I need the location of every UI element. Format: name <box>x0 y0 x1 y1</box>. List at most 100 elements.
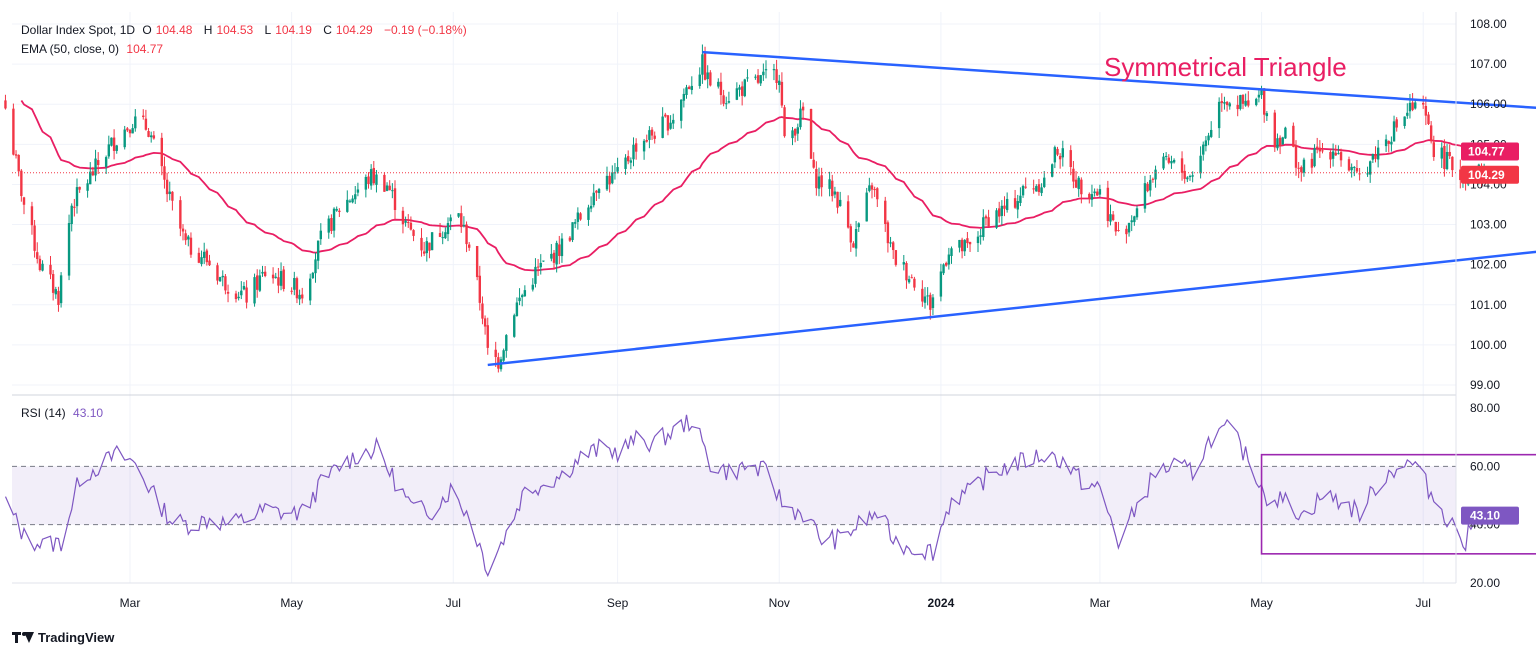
candle-body <box>1414 102 1417 109</box>
candle-body <box>857 223 860 228</box>
candle <box>1366 166 1369 177</box>
candle <box>54 286 57 299</box>
candle-body <box>1024 186 1027 188</box>
candle-body <box>383 174 386 192</box>
ema-value: 104.77 <box>126 42 164 56</box>
candle <box>298 289 301 306</box>
candle-body <box>1077 177 1080 190</box>
candle <box>441 231 444 245</box>
candle-body <box>1297 167 1300 169</box>
candle <box>809 108 813 160</box>
rsi-legend[interactable]: RSI (14) 43.10 <box>21 406 107 420</box>
ema-price-tag: 104.77 <box>1468 145 1505 159</box>
candle-body <box>680 99 683 121</box>
candle-body <box>1260 90 1263 96</box>
candle-body <box>1056 148 1059 155</box>
candle <box>1302 157 1306 177</box>
candle-body <box>719 81 723 95</box>
candle <box>947 247 951 270</box>
candle-body <box>168 191 171 194</box>
candle-body <box>110 137 113 146</box>
candle-body <box>1098 189 1102 195</box>
candle-body <box>629 160 633 163</box>
candle-body <box>1241 94 1245 104</box>
candle-body <box>1284 127 1287 139</box>
candle-body <box>41 263 44 271</box>
candle <box>131 123 134 134</box>
candle-body <box>960 239 964 252</box>
candle <box>958 239 961 253</box>
candle-body <box>536 266 540 268</box>
candle <box>1217 97 1221 139</box>
candle <box>740 81 744 106</box>
ema-legend[interactable]: EMA (50, close, 0) 104.77 <box>21 42 167 56</box>
candle-body <box>939 271 943 297</box>
candle <box>430 232 434 251</box>
candle <box>542 260 545 262</box>
candle <box>831 174 834 202</box>
candle <box>1273 109 1276 152</box>
candle-body <box>995 210 998 228</box>
candle <box>778 74 781 93</box>
candle <box>1392 115 1396 142</box>
candle <box>94 149 97 182</box>
candle <box>197 247 201 264</box>
candle <box>75 178 79 214</box>
candle <box>311 271 315 279</box>
candle <box>221 270 224 287</box>
candle-body <box>240 290 243 296</box>
price-tick-label: 108.00 <box>1470 17 1507 31</box>
candle-body <box>1217 101 1221 129</box>
candle-body <box>1411 102 1414 110</box>
candle <box>478 265 481 311</box>
candle-body <box>1080 179 1083 195</box>
triangle-trendline <box>702 50 1536 109</box>
candle-body <box>966 238 969 244</box>
candle <box>483 315 487 335</box>
candle-body <box>1090 194 1094 200</box>
candle-body <box>351 198 354 203</box>
candle-body <box>801 106 805 111</box>
candle <box>237 291 240 301</box>
tradingview-brand[interactable]: TradingView <box>12 630 114 645</box>
candle-body <box>1170 160 1173 164</box>
candle-body <box>1392 121 1396 142</box>
candle-body <box>1302 159 1306 173</box>
candle <box>97 152 100 174</box>
candle-body <box>1125 228 1128 235</box>
symbol-label[interactable]: Dollar Index Spot, 1D <box>21 23 136 37</box>
candle <box>1183 164 1186 184</box>
candle <box>1032 179 1035 194</box>
candle-body <box>597 189 601 194</box>
candle-body <box>754 76 757 78</box>
price-tick-label: 103.00 <box>1470 218 1507 232</box>
candle <box>629 157 633 170</box>
symmetrical-triangle-annotation[interactable]: Symmetrical Triangle <box>1104 52 1347 82</box>
candle-body <box>181 228 185 232</box>
candle <box>1117 221 1120 232</box>
candle-body <box>33 225 36 251</box>
candle <box>1355 160 1359 174</box>
candle <box>1188 174 1192 181</box>
candle <box>995 208 998 229</box>
trendlines[interactable] <box>487 50 1536 367</box>
candle <box>14 150 18 159</box>
candle-body <box>1329 152 1332 160</box>
candle-body <box>963 240 966 252</box>
candle-body <box>905 263 908 281</box>
candle-body <box>271 274 275 279</box>
candle <box>1294 140 1298 176</box>
candle <box>1395 117 1398 132</box>
candle-body <box>1374 154 1377 159</box>
candle-body <box>57 290 60 305</box>
candle-body <box>839 199 842 207</box>
candle-body <box>112 137 116 151</box>
candle <box>391 183 394 199</box>
candle <box>518 288 521 306</box>
candle-body <box>833 191 837 195</box>
candle-body <box>94 158 97 176</box>
candle-body <box>929 294 932 310</box>
rsi-value-tag: 43.10 <box>1470 509 1500 523</box>
candle-body <box>12 108 15 155</box>
